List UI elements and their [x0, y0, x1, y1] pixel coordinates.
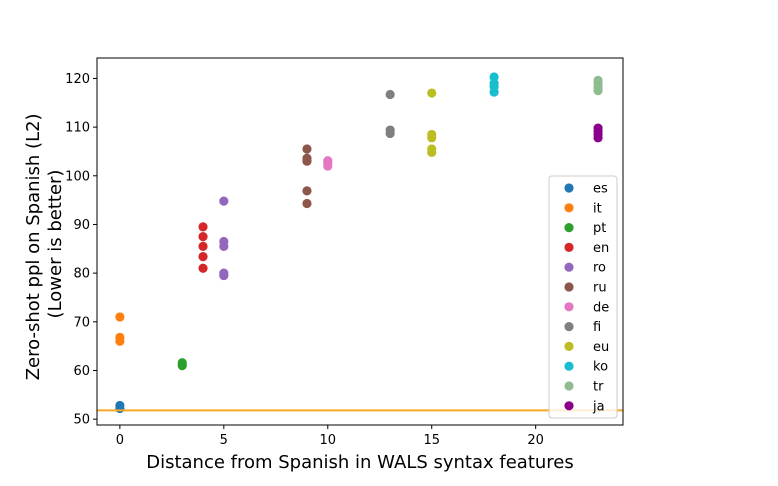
- point-ko: [489, 78, 499, 88]
- point-ro: [219, 196, 229, 206]
- legend-box: [548, 175, 618, 419]
- x-axis-ticks: 0 5 10 15 20: [116, 425, 544, 448]
- point-ru: [302, 153, 312, 163]
- point-ru: [302, 144, 312, 154]
- x-tick-label: 10: [320, 433, 337, 448]
- legend-label-it: it: [593, 201, 602, 216]
- legend-items: es it pt en ro ru de fi eu ko tr ja: [564, 182, 609, 414]
- y-axis-label-line-2: (Lower is better): [45, 170, 66, 319]
- point-ja: [593, 123, 603, 133]
- legend-marker-fi: [564, 322, 574, 332]
- point-ru: [302, 198, 312, 209]
- legend-label-ko: ko: [593, 360, 608, 375]
- y-tick-label: 60: [73, 364, 90, 379]
- legend-label-ro: ro: [593, 261, 606, 276]
- x-tick-label: 20: [527, 433, 544, 448]
- legend-marker-pt: [564, 223, 574, 233]
- legend: es it pt en ro ru de fi eu ko tr ja: [548, 175, 618, 419]
- legend-marker-ja: [564, 401, 574, 411]
- x-tick-label: 5: [220, 433, 228, 448]
- point-eu: [427, 144, 437, 154]
- data-points: [115, 72, 603, 414]
- y-axis-label-line-1: Zero-shot ppl on Spanish (L2): [23, 113, 44, 380]
- y-tick-label: 50: [73, 413, 90, 428]
- y-tick-label: 120: [65, 72, 90, 87]
- legend-label-tr: tr: [593, 380, 604, 395]
- point-en: [198, 241, 208, 251]
- y-tick-label: 80: [73, 267, 90, 282]
- y-tick-label: 110: [65, 121, 90, 136]
- y-tick-label: 100: [65, 169, 90, 184]
- point-fi: [385, 125, 395, 135]
- y-axis-label: Zero-shot ppl on Spanish (L2) (Lower is …: [23, 108, 66, 381]
- legend-marker-ko: [564, 361, 574, 371]
- legend-marker-ro: [564, 262, 574, 272]
- legend-label-eu: eu: [593, 340, 609, 355]
- point-eu: [427, 88, 437, 98]
- plot-frame: [96, 57, 624, 426]
- legend-marker-es: [564, 183, 574, 193]
- point-ro: [219, 268, 229, 278]
- legend-marker-ru: [564, 282, 574, 292]
- legend-label-ja: ja: [592, 399, 605, 414]
- legend-marker-it: [564, 203, 574, 213]
- legend-label-pt: pt: [593, 221, 606, 236]
- y-tick-label: 70: [73, 315, 90, 330]
- legend-label-ru: ru: [593, 281, 607, 296]
- point-en: [198, 263, 208, 273]
- point-tr: [593, 75, 603, 85]
- x-tick-label: 15: [423, 433, 440, 448]
- point-it: [115, 332, 125, 342]
- point-de: [323, 156, 333, 166]
- point-es: [115, 400, 125, 411]
- y-tick-label: 90: [73, 218, 90, 233]
- point-en: [198, 251, 208, 262]
- legend-marker-eu: [564, 341, 574, 351]
- y-axis-ticks: 50 60 70 80 90 100 110 120: [65, 72, 97, 428]
- point-fi: [385, 89, 395, 100]
- legend-label-fi: fi: [593, 320, 601, 335]
- legend-label-de: de: [593, 300, 609, 315]
- point-ru: [302, 186, 312, 196]
- point-pt: [177, 358, 187, 368]
- legend-marker-de: [564, 302, 574, 312]
- legend-label-es: es: [593, 182, 608, 197]
- point-eu: [427, 129, 437, 140]
- point-ro: [219, 236, 229, 247]
- point-en: [198, 232, 208, 242]
- x-axis-label: Distance from Spanish in WALS syntax fea…: [146, 452, 574, 473]
- legend-label-en: en: [593, 241, 609, 256]
- point-en: [198, 222, 208, 232]
- x-tick-label: 0: [116, 433, 124, 448]
- point-ko: [489, 72, 499, 82]
- legend-marker-en: [564, 242, 574, 252]
- legend-marker-tr: [564, 381, 574, 391]
- point-it: [115, 312, 125, 322]
